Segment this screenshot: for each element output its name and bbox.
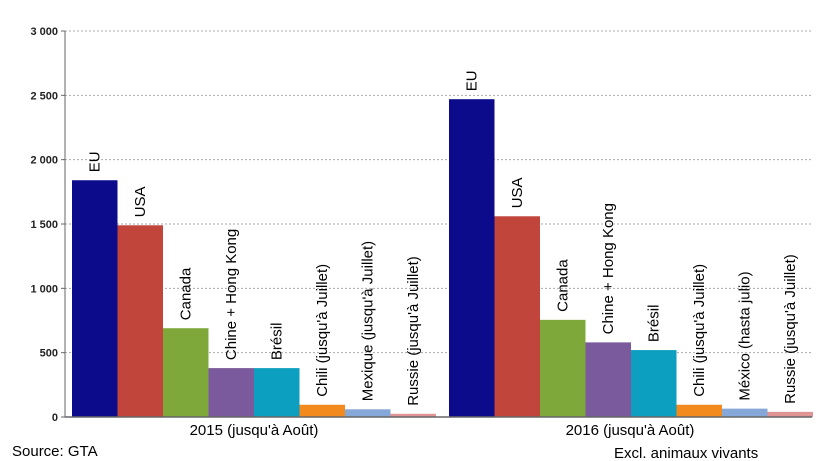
bar [585, 342, 631, 417]
y-axis: 0 500 1 000 1 500 2 000 2 500 3 000 [30, 26, 66, 424]
bar [494, 216, 540, 417]
bar-label: Mexique (jusqu'à Juillet) [360, 241, 377, 401]
bar [117, 225, 163, 417]
bar [390, 413, 436, 417]
bar [254, 368, 300, 417]
y-tick-label: 1 000 [30, 283, 58, 295]
bar [676, 404, 722, 417]
bar-label: Brésil [269, 323, 286, 361]
y-tick-label: 500 [40, 348, 58, 360]
bar-label: México (hasta julio) [737, 271, 754, 400]
group-label-2016: 2016 (jusqu'à Août) [566, 422, 695, 439]
bar [449, 99, 495, 418]
bar-label: Chine + Hong Kong [600, 203, 617, 334]
bar [163, 328, 209, 417]
y-tick-label: 0 [52, 412, 58, 424]
bar-label: Russie (jusqu'à Juillet) [405, 256, 422, 406]
bar-labels: EU USA Canada Chine + Hong Kong Brésil Chili … [87, 70, 800, 405]
bar-label: Chili (jusqu'à Juillet) [314, 264, 331, 397]
bar [722, 408, 768, 417]
bar-label: EU [464, 70, 481, 91]
y-tick-label: 2 500 [30, 90, 58, 102]
bar-label: Canada [178, 267, 195, 320]
gridlines [65, 30, 812, 354]
y-tick-label: 1 500 [30, 219, 58, 231]
bar-label: USA [132, 186, 149, 217]
y-tick-label: 2 000 [30, 155, 58, 167]
exclusion-note: Excl. animaux vivants [614, 445, 758, 461]
bar-label: Brésil [646, 305, 663, 343]
bar [72, 180, 118, 417]
bar [631, 350, 677, 417]
bar [299, 404, 345, 417]
y-tick-label: 3 000 [30, 26, 58, 38]
bar [767, 411, 813, 417]
bar [540, 319, 586, 417]
bars [72, 99, 813, 418]
bar-label: Chine + Hong Kong [223, 229, 240, 360]
bar-label: Russie (jusqu'à Juillet) [782, 254, 799, 404]
bar-label: Chili (jusqu'à Juillet) [691, 264, 708, 397]
source-note: Source: GTA [12, 443, 98, 460]
bar-label: Canada [555, 259, 572, 312]
bar [208, 368, 254, 417]
bar-label: EU [87, 151, 104, 172]
group-label-2015: 2015 (jusqu'à Août) [190, 422, 319, 439]
bar-label: USA [509, 177, 526, 208]
bar [345, 409, 391, 417]
